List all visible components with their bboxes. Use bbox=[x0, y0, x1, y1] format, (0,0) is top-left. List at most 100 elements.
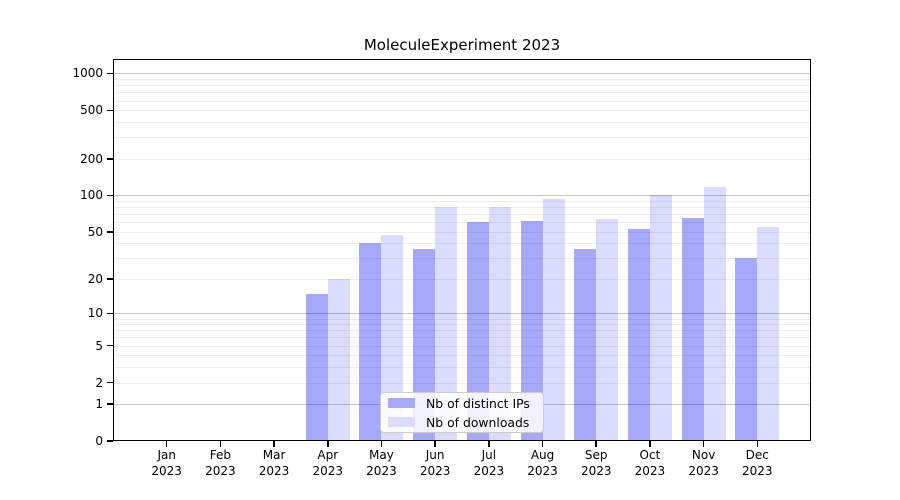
legend-label-downloads: Nb of downloads bbox=[426, 414, 530, 430]
y-tick-label: 200 bbox=[80, 151, 103, 166]
bar-downloads-aug bbox=[542, 199, 565, 441]
x-tick-label: Mar 2023 bbox=[258, 448, 290, 478]
x-tick-label: Jun 2023 bbox=[419, 448, 451, 478]
x-tick-mark bbox=[488, 441, 490, 447]
grid-line-minor bbox=[113, 231, 811, 233]
y-tick-mark bbox=[107, 278, 113, 280]
y-tick-mark bbox=[107, 72, 113, 75]
bar-distinct-ips-apr bbox=[305, 293, 328, 441]
grid-line-minor bbox=[113, 122, 811, 124]
grid-line-major bbox=[113, 195, 811, 197]
x-tick-mark bbox=[702, 441, 705, 447]
y-tick-label: 100 bbox=[80, 188, 103, 203]
grid-line-minor bbox=[113, 345, 811, 347]
bar-downloads-may bbox=[381, 235, 404, 441]
grid-line-minor bbox=[113, 258, 811, 260]
y-tick-mark bbox=[107, 344, 113, 347]
y-tick-label: 2 bbox=[95, 375, 103, 390]
bar-downloads-apr bbox=[327, 279, 350, 441]
legend-swatch-distinct-ips bbox=[388, 398, 415, 408]
y-tick-mark bbox=[107, 381, 113, 384]
bar-downloads-jul bbox=[488, 207, 511, 441]
x-tick-label: Apr 2023 bbox=[312, 448, 344, 478]
legend: Nb of distinct IPs Nb of downloads bbox=[380, 392, 544, 433]
x-tick-label: Dec 2023 bbox=[742, 448, 773, 478]
x-tick-label: May 2023 bbox=[366, 448, 397, 478]
x-tick-label: Oct 2023 bbox=[634, 448, 666, 478]
y-tick-label: 0 bbox=[95, 434, 103, 448]
bar-downloads-sep bbox=[596, 218, 619, 441]
bar-distinct-ips-dec bbox=[735, 258, 758, 441]
y-tick-mark bbox=[107, 312, 113, 315]
y-tick-mark bbox=[107, 194, 113, 197]
bar-downloads-dec bbox=[757, 226, 780, 441]
grid-line-major bbox=[113, 73, 811, 75]
legend-item-distinct-ips: Nb of distinct IPs bbox=[381, 395, 543, 411]
grid-line-minor bbox=[113, 337, 811, 339]
legend-label-distinct-ips: Nb of distinct IPs bbox=[426, 395, 530, 411]
y-tick-label: 10 bbox=[87, 306, 103, 321]
x-tick-mark bbox=[434, 441, 436, 447]
bar-distinct-ips-jul bbox=[466, 222, 489, 441]
bar-distinct-ips-nov bbox=[681, 218, 704, 441]
grid-line-minor bbox=[113, 243, 811, 245]
grid-line-minor bbox=[113, 367, 811, 369]
grid-line-minor bbox=[113, 100, 811, 102]
grid-line-minor bbox=[113, 382, 811, 384]
grid-line-minor bbox=[113, 92, 811, 94]
y-tick-label: 20 bbox=[87, 272, 103, 287]
x-tick-label: Jul 2023 bbox=[473, 448, 505, 478]
x-tick-mark bbox=[649, 441, 651, 447]
y-tick-label: 500 bbox=[80, 103, 103, 118]
grid-line-minor bbox=[113, 214, 811, 216]
bar-downloads-nov bbox=[703, 186, 726, 441]
grid-line-minor bbox=[113, 355, 811, 357]
x-tick-mark bbox=[756, 441, 759, 447]
grid-line-major bbox=[113, 313, 811, 315]
bar-distinct-ips-oct bbox=[627, 228, 650, 441]
y-tick-label: 50 bbox=[87, 224, 103, 239]
x-tick-label: Feb 2023 bbox=[205, 448, 236, 478]
x-tick-label: Nov 2023 bbox=[688, 448, 719, 478]
x-tick-mark bbox=[219, 441, 222, 447]
legend-item-downloads: Nb of downloads bbox=[381, 414, 543, 430]
x-tick-label: Sep 2023 bbox=[580, 448, 612, 478]
bar-distinct-ips-may bbox=[359, 243, 382, 441]
x-tick-mark bbox=[380, 441, 383, 447]
y-tick-label: 1 bbox=[95, 397, 103, 412]
x-tick-mark bbox=[541, 441, 544, 447]
grid-line-minor bbox=[113, 222, 811, 224]
bar-distinct-ips-sep bbox=[574, 248, 597, 441]
grid-line-minor bbox=[113, 158, 811, 160]
bar-distinct-ips-aug bbox=[520, 220, 543, 441]
grid-line-minor bbox=[113, 324, 811, 326]
grid-line-minor bbox=[113, 318, 811, 320]
legend-swatch-downloads bbox=[388, 417, 415, 427]
x-tick-mark bbox=[595, 441, 597, 447]
grid-line-minor bbox=[113, 279, 811, 281]
y-tick-label: 1000 bbox=[72, 66, 103, 81]
bar-downloads-oct bbox=[649, 195, 672, 441]
y-tick-mark bbox=[107, 403, 113, 405]
x-tick-mark bbox=[327, 441, 329, 447]
chart-title: MoleculeExperiment 2023 bbox=[363, 36, 561, 54]
grid-line-minor bbox=[113, 330, 811, 332]
x-tick-label: Jan 2023 bbox=[151, 448, 182, 478]
plot-area: Nb of distinct IPs Nb of downloads bbox=[113, 59, 811, 441]
x-tick-mark bbox=[165, 441, 168, 447]
grid-line-minor bbox=[113, 137, 811, 139]
y-tick-label: 5 bbox=[95, 338, 103, 353]
y-tick-mark bbox=[107, 440, 113, 442]
grid-line-minor bbox=[113, 201, 811, 203]
grid-line-minor bbox=[113, 79, 811, 81]
y-tick-mark bbox=[107, 158, 113, 160]
y-tick-mark bbox=[107, 109, 113, 112]
grid-line-minor bbox=[113, 85, 811, 87]
grid-line-minor bbox=[113, 110, 811, 112]
grid-line-minor bbox=[113, 207, 811, 209]
bar-downloads-jun bbox=[435, 207, 458, 441]
x-tick-mark bbox=[273, 441, 275, 447]
x-tick-label: Aug 2023 bbox=[527, 448, 558, 478]
y-tick-mark bbox=[107, 231, 113, 233]
